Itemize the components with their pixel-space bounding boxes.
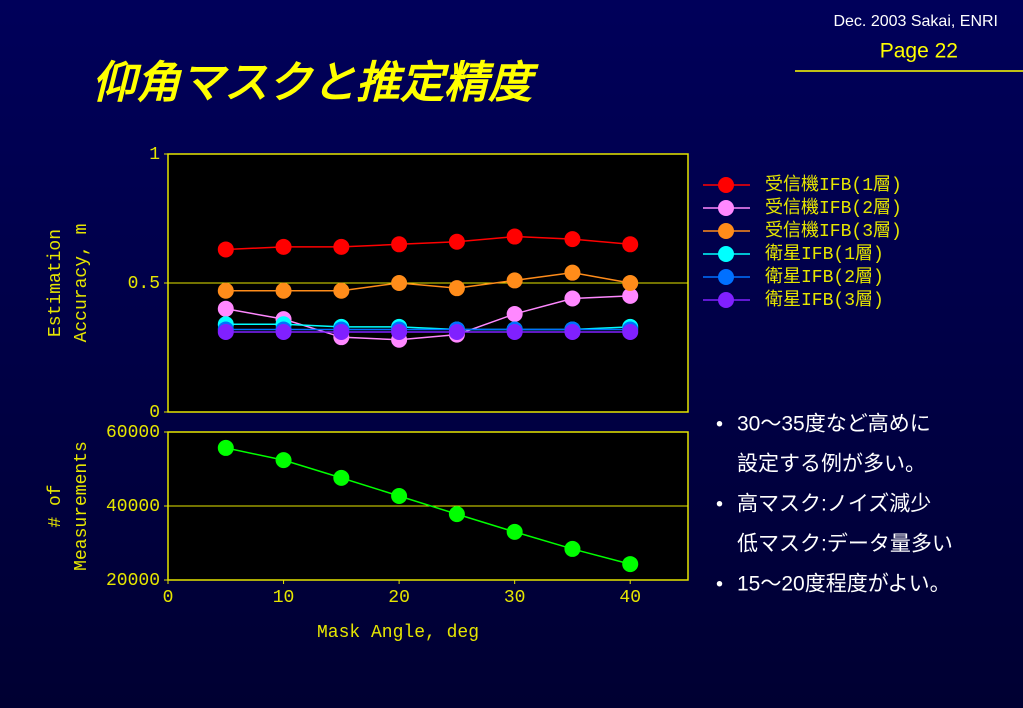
y-tick-label: 0.5 [128, 274, 160, 294]
data-point [275, 282, 292, 299]
legend-label: 受信機IFB(1層) [765, 174, 902, 196]
data-point [391, 236, 408, 253]
data-point [217, 324, 234, 341]
data-point [448, 324, 465, 341]
x-tick-label: 20 [388, 588, 410, 608]
data-point [622, 275, 639, 291]
legend-marker [718, 200, 734, 216]
data-point [391, 488, 408, 505]
data-point [217, 439, 234, 456]
data-point [275, 238, 292, 255]
series-line [225, 295, 631, 341]
data-point [217, 282, 234, 299]
legend-label: 衛星IFB(1層) [765, 243, 884, 265]
data-point [333, 469, 350, 486]
data-point [217, 241, 234, 258]
data-point [333, 324, 350, 341]
bullet-dot: • [716, 573, 723, 595]
slide-title: 仰角マスクと推定精度 [92, 59, 539, 108]
data-point [564, 324, 581, 341]
data-point [564, 264, 581, 281]
legend-label: 受信機IFB(2層) [765, 197, 902, 219]
data-point [622, 236, 639, 253]
data-point [506, 305, 523, 322]
data-point [275, 324, 292, 341]
data-point [622, 287, 639, 304]
x-axis-label: Mask Angle, deg [317, 623, 479, 643]
y-axis-label: Measurements [72, 441, 92, 571]
data-point [506, 324, 523, 341]
data-point [564, 540, 581, 557]
x-tick-label: 40 [619, 588, 641, 608]
series-line [225, 447, 631, 565]
series-line [225, 271, 631, 292]
data-point [217, 300, 234, 317]
data-point [275, 452, 292, 469]
data-point [564, 290, 581, 307]
data-point [333, 238, 350, 255]
data-point [391, 275, 408, 291]
legend-label: 衛星IFB(3層) [765, 289, 884, 311]
data-point [391, 324, 408, 341]
data-point [506, 523, 523, 540]
y-tick-label: 40000 [106, 497, 160, 517]
bullet-text: 設定する例が多い。 [737, 453, 926, 476]
bullet-dot: • [716, 493, 723, 515]
date: Dec. 2003 Sakai, ENRI [833, 13, 998, 30]
data-point [622, 324, 639, 341]
data-point [448, 280, 465, 297]
page-number: Page 22 [880, 40, 958, 63]
y-tick-label: 60000 [106, 423, 160, 443]
x-tick-label: 30 [504, 588, 526, 608]
y-tick-label: 20000 [106, 571, 160, 591]
bullet-text: 15〜20度程度がよい。 [737, 573, 951, 596]
y-axis-label: Estimation [46, 229, 66, 337]
y-tick-label: 0 [149, 403, 160, 423]
legend-marker [718, 177, 734, 193]
data-point [448, 506, 465, 523]
data-point [333, 282, 350, 299]
y-axis-label: # of [46, 484, 66, 527]
x-tick-label: 0 [163, 588, 174, 608]
bullet-text: 30〜35度など高めに [737, 413, 931, 436]
x-tick-label: 10 [273, 588, 295, 608]
bullet-text: 高マスク:ノイズ減少 [737, 493, 931, 516]
legend-marker [718, 246, 734, 262]
data-point [506, 228, 523, 245]
legend-label: 受信機IFB(3層) [765, 220, 902, 242]
y-axis-label: Accuracy, m [72, 224, 92, 343]
bullet-text: 低マスク:データ量多い [737, 533, 953, 556]
data-point [506, 272, 523, 289]
legend-label: 衛星IFB(2層) [765, 266, 884, 288]
legend-marker [718, 223, 734, 239]
data-point [564, 231, 581, 248]
bullet-dot: • [716, 413, 723, 435]
data-point [448, 233, 465, 250]
data-point [622, 556, 639, 573]
y-tick-label: 1 [149, 145, 160, 165]
legend-marker [718, 292, 734, 308]
legend-marker [718, 269, 734, 285]
series-line [225, 235, 631, 251]
